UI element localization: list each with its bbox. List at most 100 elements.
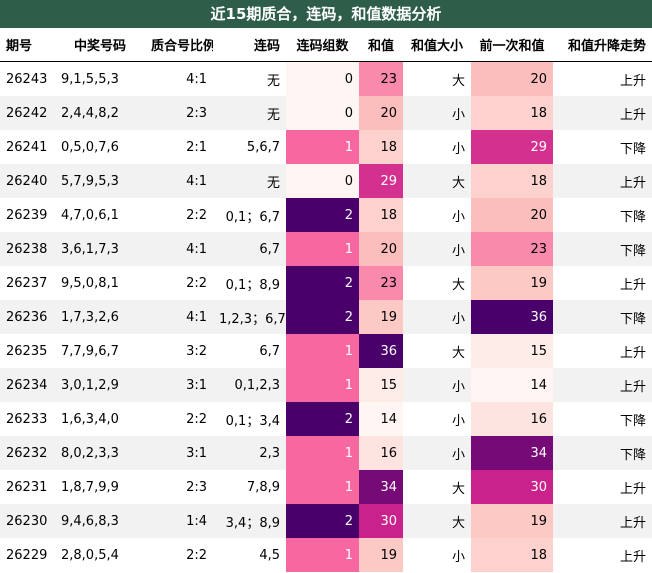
header-trend: 和值升降走势 (553, 28, 652, 62)
cell-trend: 上升 (553, 538, 652, 572)
cell-prev-sum: 36 (471, 300, 553, 334)
cell-sum: 30 (359, 504, 403, 538)
cell-numbers: 9,4,6,8,3 (55, 504, 145, 538)
table-row: 26229 2,8,0,5,4 2:2 4,5 1 19 小 18 上升 (0, 538, 652, 572)
cell-trend: 上升 (553, 334, 652, 368)
cell-prev-sum: 18 (471, 538, 553, 572)
cell-prev-sum: 19 (471, 504, 553, 538)
cell-groups: 0 (286, 164, 359, 198)
cell-sum: 16 (359, 436, 403, 470)
cell-issue: 26239 (0, 198, 55, 232)
cell-trend: 下降 (553, 198, 652, 232)
cell-consecutive: 5,6,7 (213, 130, 286, 164)
cell-groups: 1 (286, 470, 359, 504)
cell-ratio: 1:4 (145, 504, 213, 538)
cell-ratio: 3:2 (145, 334, 213, 368)
cell-prev-sum: 34 (471, 436, 553, 470)
cell-sum: 34 (359, 470, 403, 504)
cell-size: 小 (403, 402, 471, 436)
cell-size: 大 (403, 61, 471, 96)
cell-groups: 1 (286, 130, 359, 164)
cell-issue: 26231 (0, 470, 55, 504)
cell-consecutive: 无 (213, 61, 286, 96)
cell-trend: 下降 (553, 300, 652, 334)
table-row: 26236 1,7,3,2,6 4:1 1,2,3；6,7 2 19 小 36 下降 (0, 300, 652, 334)
cell-trend: 下降 (553, 232, 652, 266)
cell-size: 小 (403, 232, 471, 266)
cell-groups: 1 (286, 436, 359, 470)
cell-issue: 26233 (0, 402, 55, 436)
cell-issue: 26235 (0, 334, 55, 368)
cell-prev-sum: 15 (471, 334, 553, 368)
table-row: 26237 9,5,0,8,1 2:2 0,1；8,9 2 23 大 19 上升 (0, 266, 652, 300)
cell-prev-sum: 23 (471, 232, 553, 266)
cell-trend: 下降 (553, 436, 652, 470)
cell-issue: 26237 (0, 266, 55, 300)
cell-consecutive: 无 (213, 164, 286, 198)
cell-consecutive: 6,7 (213, 334, 286, 368)
cell-prev-sum: 19 (471, 266, 553, 300)
cell-size: 大 (403, 164, 471, 198)
header-prev-sum: 前一次和值 (471, 28, 553, 62)
table-row: 26235 7,7,9,6,7 3:2 6,7 1 36 大 15 上升 (0, 334, 652, 368)
cell-ratio: 2:1 (145, 130, 213, 164)
header-ratio: 质合号比例 (145, 28, 213, 62)
cell-size: 小 (403, 96, 471, 130)
cell-ratio: 4:1 (145, 232, 213, 266)
cell-prev-sum: 29 (471, 130, 553, 164)
cell-ratio: 2:2 (145, 198, 213, 232)
cell-sum: 23 (359, 266, 403, 300)
cell-ratio: 4:1 (145, 61, 213, 96)
header-sum: 和值 (359, 28, 403, 62)
cell-size: 大 (403, 470, 471, 504)
cell-groups: 1 (286, 232, 359, 266)
cell-sum: 20 (359, 96, 403, 130)
header-size: 和值大小 (403, 28, 471, 62)
cell-sum: 23 (359, 61, 403, 96)
header-consecutive: 连码 (213, 28, 286, 62)
cell-numbers: 1,6,3,4,0 (55, 402, 145, 436)
cell-sum: 18 (359, 198, 403, 232)
cell-sum: 19 (359, 300, 403, 334)
cell-groups: 1 (286, 368, 359, 402)
cell-prev-sum: 20 (471, 61, 553, 96)
cell-numbers: 7,7,9,6,7 (55, 334, 145, 368)
cell-ratio: 2:3 (145, 96, 213, 130)
cell-consecutive: 2,3 (213, 436, 286, 470)
cell-size: 小 (403, 300, 471, 334)
cell-sum: 36 (359, 334, 403, 368)
cell-consecutive: 4,5 (213, 538, 286, 572)
cell-issue: 26229 (0, 538, 55, 572)
cell-numbers: 5,7,9,5,3 (55, 164, 145, 198)
cell-prev-sum: 20 (471, 198, 553, 232)
cell-issue: 26236 (0, 300, 55, 334)
cell-ratio: 2:3 (145, 470, 213, 504)
cell-consecutive: 3,4；8,9 (213, 504, 286, 538)
cell-consecutive: 0,1,2,3 (213, 368, 286, 402)
cell-size: 小 (403, 538, 471, 572)
cell-numbers: 2,4,4,8,2 (55, 96, 145, 130)
cell-issue: 26232 (0, 436, 55, 470)
cell-groups: 0 (286, 96, 359, 130)
table-row: 26230 9,4,6,8,3 1:4 3,4；8,9 2 30 大 19 上升 (0, 504, 652, 538)
cell-size: 大 (403, 334, 471, 368)
cell-groups: 2 (286, 504, 359, 538)
header-numbers: 中奖号码 (55, 28, 145, 62)
cell-consecutive: 无 (213, 96, 286, 130)
cell-consecutive: 0,1；3,4 (213, 402, 286, 436)
cell-numbers: 8,0,2,3,3 (55, 436, 145, 470)
cell-size: 小 (403, 130, 471, 164)
cell-trend: 上升 (553, 504, 652, 538)
cell-numbers: 2,8,0,5,4 (55, 538, 145, 572)
cell-issue: 26240 (0, 164, 55, 198)
cell-trend: 上升 (553, 96, 652, 130)
cell-sum: 29 (359, 164, 403, 198)
cell-consecutive: 6,7 (213, 232, 286, 266)
cell-ratio: 2:2 (145, 266, 213, 300)
header-issue: 期号 (0, 28, 55, 62)
cell-prev-sum: 16 (471, 402, 553, 436)
cell-issue: 26243 (0, 61, 55, 96)
cell-ratio: 2:2 (145, 538, 213, 572)
cell-consecutive: 0,1；8,9 (213, 266, 286, 300)
cell-groups: 0 (286, 61, 359, 96)
